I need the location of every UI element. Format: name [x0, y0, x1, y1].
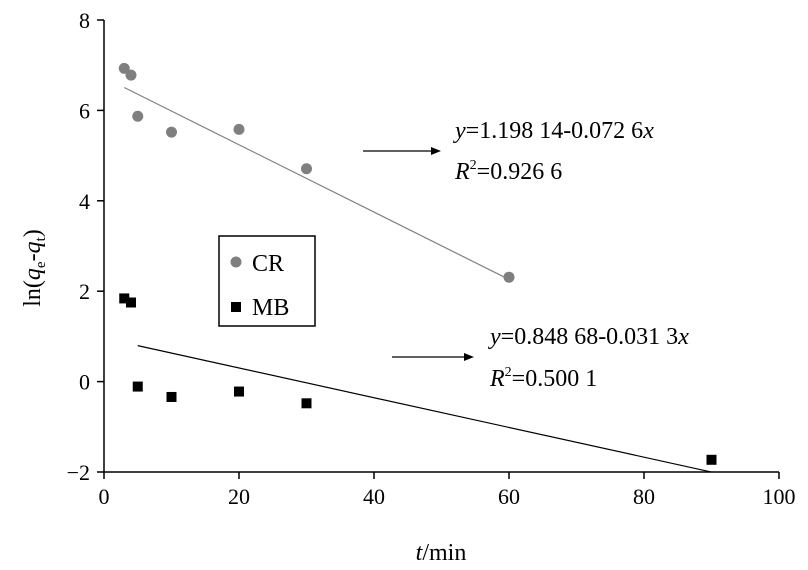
x-tick-label: 100: [763, 484, 796, 509]
mb-r-sup: 2: [505, 365, 512, 380]
y-tick-label: 0: [79, 370, 90, 395]
mb-annotation: y=0.848 68-0.031 3x R2=0.500 1: [392, 324, 689, 392]
y-tick-label: 6: [79, 98, 90, 123]
mb-arrowhead-icon: [464, 353, 474, 361]
x-tick-label: 60: [498, 484, 520, 509]
cr-point: [503, 271, 515, 283]
x-tick-label: 0: [99, 484, 110, 509]
y-title-q1: q: [20, 268, 46, 280]
mb-rval: =0.500 1: [512, 366, 598, 392]
ticks: [97, 19, 780, 479]
x-title-italic: t: [416, 540, 424, 566]
mb-point: [126, 297, 136, 308]
y-title-q2: q: [20, 241, 46, 253]
cr-point: [166, 126, 177, 138]
mb-point: [132, 381, 143, 392]
cr-point: [125, 69, 137, 81]
axes: [103, 20, 779, 473]
cr-r: R: [454, 159, 470, 185]
mb-point: [706, 454, 717, 465]
cr-eq-rhs: =1.198 14-0.072 6: [466, 118, 644, 144]
mb-point: [301, 398, 312, 409]
mb-point: [166, 391, 177, 402]
mb-r2: R2=0.500 1: [489, 365, 597, 392]
cr-point: [132, 110, 144, 122]
mb-eq-rhs: =0.848 68-0.031 3: [501, 324, 679, 350]
x-axis-title: t/min: [416, 540, 467, 566]
cr-r2: R2=0.926 6: [454, 158, 562, 185]
mb-fit-line: [137, 345, 712, 473]
cr-rval: =0.926 6: [477, 159, 563, 185]
cr-fit-line: [123, 86, 510, 280]
legend-cr-label: CR: [252, 251, 284, 277]
cr-point: [233, 123, 245, 135]
cr-equation: y=1.198 14-0.072 6x: [453, 118, 654, 144]
y-tick-label: 2: [79, 279, 90, 304]
mb-equation: y=0.848 68-0.031 3x: [488, 324, 689, 350]
cr-point: [118, 62, 130, 74]
x-title-rest: /min: [422, 540, 466, 566]
tick-labels: 0 20 40 60 80 100 −2 0 2 4 6 8: [67, 8, 796, 509]
y-title-sub1: e: [33, 261, 49, 268]
x-tick-label: 40: [363, 484, 385, 509]
y-title-sub2: t: [33, 236, 49, 241]
y-tick-label: 4: [79, 189, 90, 214]
y-title-prefix: ln(: [20, 280, 46, 307]
mb-point: [119, 293, 130, 304]
cr-r-sup: 2: [470, 158, 477, 173]
cr-annotation: y=1.198 14-0.072 6x R2=0.926 6: [363, 118, 654, 185]
mb-r: R: [489, 366, 505, 392]
legend-cr-marker: [230, 256, 242, 268]
fit-lines: [123, 86, 712, 473]
y-tick-label: 8: [79, 8, 90, 33]
data-points: [118, 62, 717, 465]
cr-eq-x: x: [642, 118, 654, 144]
y-title-suffix: ): [20, 229, 46, 237]
cr-point: [301, 163, 312, 175]
y-tick-label: −2: [67, 460, 90, 485]
cr-eq-y: y: [453, 118, 466, 144]
x-tick-label: 80: [633, 484, 655, 509]
mb-eq-x: x: [677, 324, 689, 350]
legend-mb-label: MB: [252, 295, 289, 321]
mb-eq-y: y: [488, 324, 501, 350]
mb-point: [234, 386, 244, 397]
x-tick-label: 20: [228, 484, 250, 509]
y-title-dash: -: [20, 253, 46, 261]
legend: CR MB: [218, 235, 316, 327]
cr-arrowhead-icon: [431, 147, 441, 155]
y-axis-title: ln(qe-qt): [20, 229, 49, 307]
legend-mb-marker: [231, 302, 241, 312]
